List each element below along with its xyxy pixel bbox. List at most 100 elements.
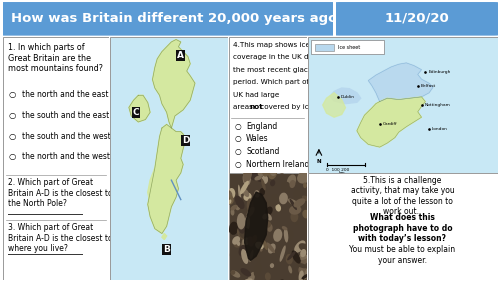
- Text: ○: ○: [9, 132, 16, 141]
- Ellipse shape: [297, 192, 302, 201]
- Ellipse shape: [281, 182, 290, 191]
- Ellipse shape: [266, 224, 272, 232]
- Text: D: D: [182, 136, 190, 145]
- Text: ○: ○: [234, 135, 241, 144]
- Ellipse shape: [266, 243, 275, 253]
- Ellipse shape: [277, 169, 284, 174]
- Bar: [312, 40, 384, 54]
- Ellipse shape: [270, 194, 279, 205]
- Ellipse shape: [270, 180, 276, 186]
- Ellipse shape: [244, 193, 252, 201]
- Ellipse shape: [287, 175, 296, 187]
- Text: A: A: [178, 51, 184, 60]
- Text: Ice sheet: Ice sheet: [338, 45, 360, 50]
- Ellipse shape: [238, 222, 245, 234]
- Ellipse shape: [302, 274, 309, 279]
- Ellipse shape: [229, 222, 238, 235]
- Ellipse shape: [287, 251, 296, 260]
- Ellipse shape: [302, 196, 309, 201]
- Text: You must be able to explain
your answer.: You must be able to explain your answer.: [350, 245, 456, 265]
- Ellipse shape: [263, 240, 268, 250]
- Text: N: N: [316, 159, 321, 164]
- Ellipse shape: [230, 205, 237, 210]
- Ellipse shape: [294, 240, 306, 253]
- Ellipse shape: [250, 167, 258, 179]
- Ellipse shape: [298, 243, 311, 253]
- FancyBboxPatch shape: [0, 2, 344, 36]
- Polygon shape: [330, 88, 360, 104]
- Ellipse shape: [260, 247, 262, 252]
- Ellipse shape: [282, 226, 288, 230]
- Ellipse shape: [237, 213, 246, 230]
- Ellipse shape: [248, 234, 258, 244]
- Ellipse shape: [222, 225, 228, 234]
- Ellipse shape: [256, 166, 264, 176]
- Polygon shape: [148, 168, 162, 221]
- Ellipse shape: [248, 236, 254, 246]
- Ellipse shape: [235, 280, 244, 281]
- Text: covered by ice?: covered by ice?: [258, 104, 317, 110]
- Polygon shape: [162, 234, 166, 240]
- Ellipse shape: [236, 205, 240, 210]
- Ellipse shape: [224, 265, 228, 270]
- Ellipse shape: [268, 243, 276, 253]
- Ellipse shape: [266, 201, 274, 205]
- Ellipse shape: [252, 235, 257, 243]
- Text: Northern Ireland: Northern Ireland: [246, 160, 310, 169]
- Ellipse shape: [294, 190, 300, 199]
- Polygon shape: [368, 63, 433, 102]
- Text: ○: ○: [9, 152, 16, 161]
- Ellipse shape: [298, 264, 307, 275]
- Ellipse shape: [220, 192, 230, 205]
- Text: ○: ○: [9, 90, 16, 99]
- Ellipse shape: [298, 270, 304, 281]
- Ellipse shape: [304, 269, 308, 280]
- Ellipse shape: [278, 279, 285, 281]
- Ellipse shape: [270, 166, 277, 176]
- Text: Wales: Wales: [246, 135, 268, 144]
- Ellipse shape: [237, 227, 247, 239]
- Ellipse shape: [260, 188, 265, 196]
- Text: 5.This is a challenge
activity, that may take you
quite a lot of the lesson to
w: 5.This is a challenge activity, that may…: [350, 176, 455, 216]
- Ellipse shape: [298, 254, 308, 260]
- Ellipse shape: [238, 185, 241, 201]
- Ellipse shape: [290, 211, 298, 222]
- Ellipse shape: [224, 190, 232, 203]
- Polygon shape: [357, 97, 426, 147]
- Text: Scotland: Scotland: [246, 147, 280, 156]
- Ellipse shape: [290, 180, 296, 188]
- Ellipse shape: [300, 249, 306, 257]
- Polygon shape: [148, 124, 186, 234]
- Text: Nottingham: Nottingham: [424, 103, 450, 107]
- Ellipse shape: [254, 190, 260, 198]
- Text: What does this
photograph have to do
with today’s lesson?: What does this photograph have to do wit…: [352, 214, 452, 243]
- Ellipse shape: [246, 207, 254, 217]
- Text: the most recent glacial: the most recent glacial: [233, 67, 316, 73]
- Ellipse shape: [300, 255, 310, 265]
- Ellipse shape: [265, 273, 271, 280]
- Text: 1. In which parts of
Great Britain are the
most mountains found?: 1. In which parts of Great Britain are t…: [8, 43, 103, 73]
- Ellipse shape: [254, 263, 262, 277]
- Ellipse shape: [289, 205, 302, 215]
- Ellipse shape: [230, 270, 235, 275]
- Text: London: London: [432, 127, 448, 131]
- Ellipse shape: [244, 215, 250, 232]
- Text: ○: ○: [234, 147, 241, 156]
- Text: 0  100 200: 0 100 200: [326, 168, 350, 172]
- Ellipse shape: [295, 220, 298, 225]
- Ellipse shape: [284, 231, 294, 241]
- Text: coverage in the UK during: coverage in the UK during: [233, 54, 327, 60]
- Ellipse shape: [250, 169, 258, 180]
- Ellipse shape: [262, 175, 268, 184]
- Ellipse shape: [222, 186, 228, 194]
- Ellipse shape: [266, 213, 272, 221]
- Ellipse shape: [241, 249, 248, 264]
- Ellipse shape: [242, 189, 250, 197]
- Text: B: B: [163, 245, 170, 254]
- Ellipse shape: [225, 194, 234, 205]
- Ellipse shape: [230, 209, 234, 216]
- Text: the north and the east: the north and the east: [22, 90, 108, 99]
- Text: Belfast: Belfast: [420, 84, 436, 88]
- Ellipse shape: [270, 263, 274, 268]
- Ellipse shape: [288, 266, 292, 273]
